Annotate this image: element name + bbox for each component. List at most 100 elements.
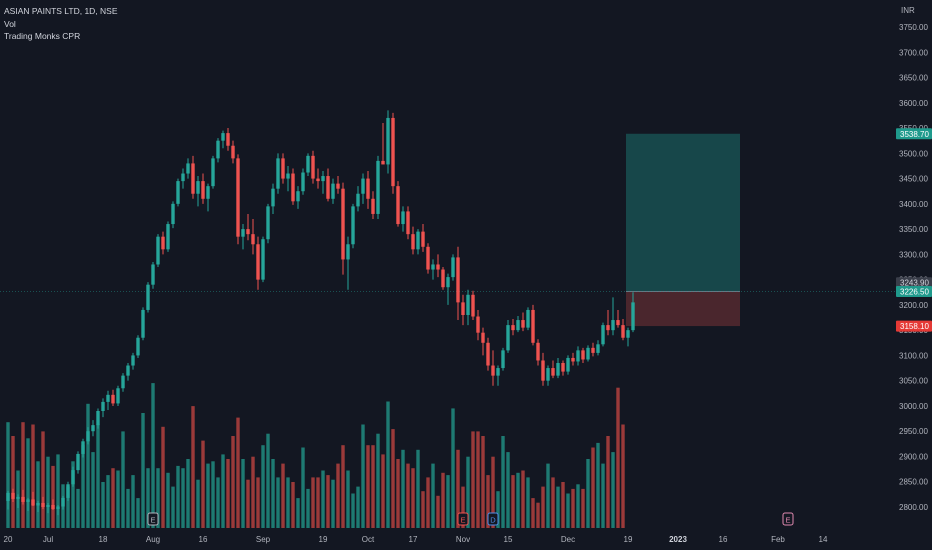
volume-bar <box>441 472 445 528</box>
volume-bar <box>491 456 495 528</box>
volume-bar <box>571 488 575 528</box>
candle-body <box>591 347 595 353</box>
candle-body <box>81 441 85 454</box>
candle-body <box>311 155 315 179</box>
volume-bar <box>541 486 545 528</box>
volume-bar <box>566 493 570 528</box>
volume-bar <box>116 470 120 528</box>
volume-bar <box>201 440 205 528</box>
event-marker <box>147 512 159 526</box>
volume-bar <box>461 486 465 528</box>
volume-bar <box>96 424 100 528</box>
y-tick-label: 3000.00 <box>899 402 928 411</box>
volume-bar <box>256 477 260 528</box>
volume-bar <box>591 447 595 528</box>
candle-body <box>91 425 95 432</box>
candle-body <box>291 173 295 202</box>
volume-bar <box>526 477 530 528</box>
candle-body <box>621 325 625 338</box>
volume-bar <box>546 463 550 528</box>
x-tick-label: Sep <box>256 535 271 544</box>
candle-body <box>336 183 340 189</box>
candle-body <box>121 375 125 389</box>
volume-bar <box>401 449 405 528</box>
candle-body <box>301 172 305 192</box>
y-tick-label: 3100.00 <box>899 351 928 360</box>
volume-bar <box>306 488 310 528</box>
candle-body <box>286 173 290 179</box>
volume-bar <box>361 424 365 528</box>
candle-body <box>481 332 485 343</box>
cpr-indicator-label[interactable]: Trading Monks CPR <box>4 31 81 41</box>
volume-bar <box>601 463 605 528</box>
candle-body <box>506 325 510 351</box>
candle-body <box>451 257 455 278</box>
volume-bar <box>341 445 345 528</box>
volume-bar <box>66 486 70 528</box>
candle-body <box>266 206 270 240</box>
candle-body <box>231 145 235 159</box>
volume-bar <box>416 449 420 528</box>
candle-body <box>16 496 20 499</box>
candle-body <box>236 158 240 237</box>
candle-body <box>246 229 250 235</box>
candle-body <box>416 231 420 250</box>
candle-body <box>76 453 80 471</box>
y-tick-label: 3400.00 <box>899 200 928 209</box>
candle-body <box>151 264 155 285</box>
candle-body <box>541 360 545 381</box>
candle-body <box>426 246 430 270</box>
candle-body <box>166 224 170 250</box>
candle-body <box>631 302 635 331</box>
volume-bar <box>581 488 585 528</box>
volume-bar <box>136 498 140 528</box>
candle-body <box>461 302 465 315</box>
volume-bar <box>531 498 535 528</box>
volume-bar <box>386 401 390 528</box>
volume-bar <box>251 456 255 528</box>
event-marker <box>457 512 469 526</box>
candle-body <box>566 357 570 372</box>
symbol-title[interactable]: ASIAN PAINTS LTD, 1D, NSE <box>4 6 118 16</box>
candle-body <box>191 163 195 194</box>
x-tick-label: 19 <box>319 535 328 544</box>
y-tick-label: 3500.00 <box>899 149 928 158</box>
candle-body <box>106 394 110 402</box>
candle-body <box>276 158 280 189</box>
candle-body <box>401 211 405 225</box>
volume-bar <box>326 475 330 528</box>
candle-body <box>281 158 285 179</box>
candle-body <box>131 355 135 366</box>
stop-price-label-bg <box>896 320 932 332</box>
volume-bar <box>466 456 470 528</box>
candle-body <box>486 342 490 366</box>
volume-bar <box>331 479 335 528</box>
volume-bar <box>181 468 185 528</box>
y-tick-label: 3450.00 <box>899 175 928 184</box>
candle-body <box>551 368 555 376</box>
y-tick-label: 3750.00 <box>899 23 928 32</box>
volume-bar <box>311 477 315 528</box>
candle-body <box>381 160 385 165</box>
candle-body <box>176 181 180 204</box>
volume-bar <box>426 477 430 528</box>
candle-body <box>251 234 255 245</box>
volume-bar <box>281 463 285 528</box>
volume-bar <box>46 456 50 528</box>
candle-body <box>136 337 140 356</box>
volume-bar <box>316 477 320 528</box>
candle-body <box>341 188 345 260</box>
volume-indicator-label[interactable]: Vol <box>4 18 16 29</box>
candle-body <box>421 231 425 247</box>
volume-bar <box>456 449 460 528</box>
candle-body <box>456 257 460 303</box>
volume-bar <box>501 436 505 528</box>
candle-body <box>581 350 585 360</box>
volume-bar <box>606 436 610 528</box>
currency-label: INR <box>901 6 915 15</box>
volume-bar <box>486 475 490 528</box>
candle-body <box>616 320 620 326</box>
volume-bar <box>271 459 275 528</box>
x-tick-label: 15 <box>504 535 513 544</box>
